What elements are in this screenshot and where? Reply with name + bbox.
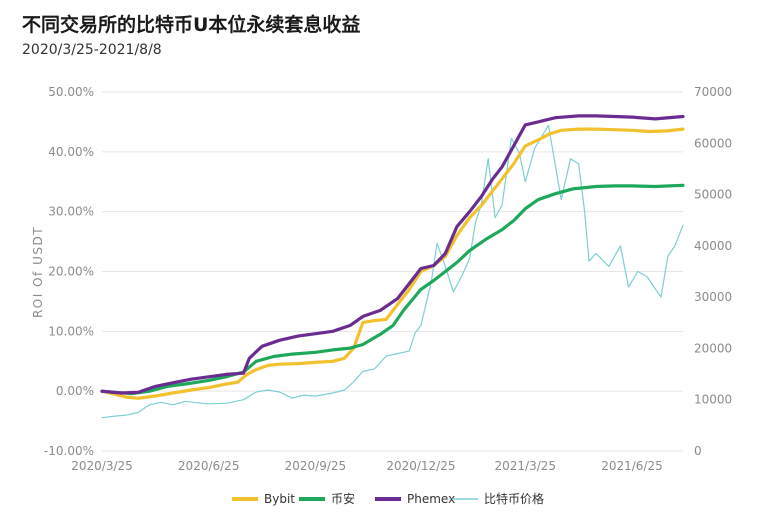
y2-tick-label: 30000 (694, 290, 732, 304)
x-tick-label: 2021/6/25 (601, 459, 663, 473)
y-tick-label: -10.00% (44, 444, 94, 458)
series-line-0 (100, 127, 685, 400)
y-axis-title: ROI Of USDT (31, 226, 45, 318)
y-tick-label: 50.00% (48, 85, 94, 99)
y2-tick-label: 40000 (694, 239, 732, 253)
series-line-2 (100, 114, 685, 395)
chart-subtitle: 2020/3/25-2021/8/8 (22, 42, 162, 58)
y2-tick-label: 70000 (694, 85, 732, 99)
y-tick-label: 30.00% (48, 205, 94, 219)
y-tick-label: 40.00% (48, 145, 94, 159)
left-axis-ticks: -10.00% 0.00% 10.00% 20.00% 30.00% 40.00% 50.0… (44, 85, 94, 458)
legend: Bybit 币安 Phemex 比特币价格 (232, 491, 544, 506)
right-axis-ticks: 0 10000 20000 30000 40000 50000 60000 70000 (694, 85, 732, 458)
y2-tick-label: 10000 (694, 393, 732, 407)
x-tick-label: 2020/3/25 (71, 459, 133, 473)
x-tick-label: 2021/3/25 (495, 459, 557, 473)
legend-label: 比特币价格 (484, 491, 544, 506)
y-tick-label: 20.00% (48, 265, 94, 279)
y2-tick-label: 60000 (694, 136, 732, 150)
series-lines (100, 114, 685, 419)
y2-tick-label: 0 (694, 444, 702, 458)
x-tick-label: 2020/9/25 (285, 459, 347, 473)
x-tick-label: 2020/6/25 (178, 459, 240, 473)
series-line-3 (101, 124, 684, 419)
chart-title: 不同交易所的比特币U本位永续套息收益 (22, 14, 361, 36)
legend-label: Phemex (407, 492, 455, 506)
legend-label: 币安 (331, 491, 355, 506)
y-tick-label: 10.00% (48, 324, 94, 338)
x-axis-ticks: 2020/3/25 2020/6/25 2020/9/25 2020/12/25 202… (71, 459, 663, 473)
grid-lines (102, 91, 683, 452)
y2-tick-label: 50000 (694, 188, 732, 202)
x-tick-label: 2020/12/25 (386, 459, 455, 473)
y-tick-label: 0.00% (56, 384, 94, 398)
series-line-1 (100, 183, 685, 396)
legend-label: Bybit (264, 492, 295, 506)
y2-tick-label: 20000 (694, 341, 732, 355)
